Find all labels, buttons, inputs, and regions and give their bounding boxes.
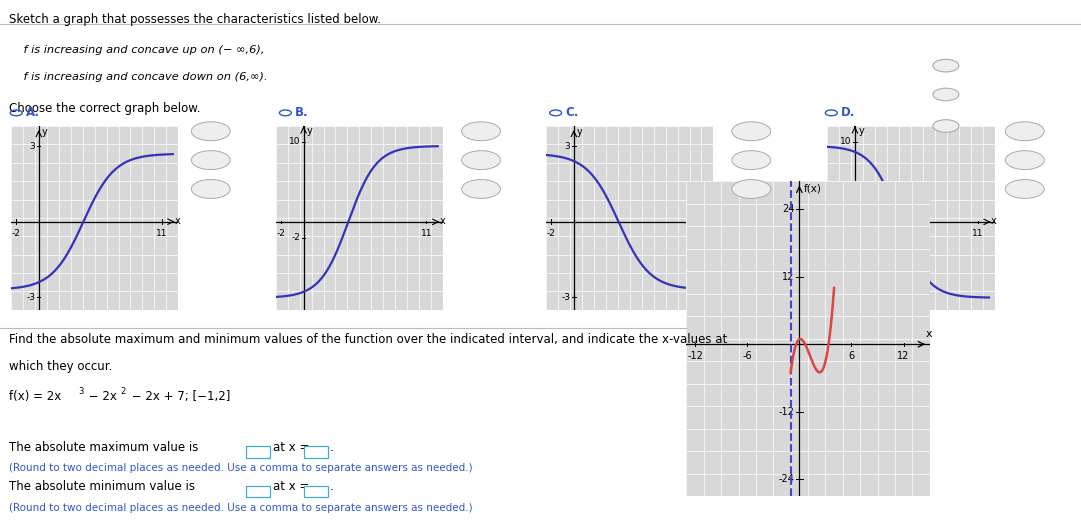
Text: -12: -12 <box>778 407 795 417</box>
Text: f(x) = 2x: f(x) = 2x <box>9 390 61 403</box>
Text: at x =: at x = <box>273 480 310 493</box>
Text: x: x <box>991 216 997 226</box>
Text: y: y <box>858 127 864 136</box>
Text: 3: 3 <box>29 142 36 151</box>
Text: C.: C. <box>565 107 578 119</box>
Text: 11: 11 <box>156 229 168 238</box>
Text: y: y <box>307 127 312 136</box>
Text: 10: 10 <box>840 138 852 146</box>
Text: -2: -2 <box>277 229 285 238</box>
Text: Find the absolute maximum and minimum values of the function over the indicated : Find the absolute maximum and minimum va… <box>9 333 726 346</box>
Text: -12: -12 <box>688 351 703 361</box>
Text: -2: -2 <box>12 229 21 238</box>
Text: (Round to two decimal places as needed. Use a comma to separate answers as neede: (Round to two decimal places as needed. … <box>9 463 472 473</box>
Text: 11: 11 <box>421 229 432 238</box>
Text: f is increasing and concave down on (6,∞).: f is increasing and concave down on (6,∞… <box>9 72 267 82</box>
Text: − 2x: − 2x <box>85 390 117 403</box>
Text: 3: 3 <box>564 142 571 151</box>
Text: − 2x + 7; [−1,2]: − 2x + 7; [−1,2] <box>128 390 230 403</box>
Text: which they occur.: which they occur. <box>9 360 112 373</box>
Text: 2: 2 <box>120 387 125 396</box>
Text: .: . <box>330 480 333 493</box>
Text: y: y <box>577 127 583 137</box>
Text: x: x <box>440 216 445 226</box>
Text: 11: 11 <box>691 229 703 238</box>
Text: -3: -3 <box>561 292 571 302</box>
Text: .: . <box>330 441 333 454</box>
Text: A.: A. <box>26 107 40 119</box>
Text: 11: 11 <box>972 229 984 238</box>
Text: x: x <box>175 216 181 226</box>
Text: D.: D. <box>841 107 855 119</box>
Text: Choose the correct graph below.: Choose the correct graph below. <box>9 102 200 116</box>
Text: The absolute maximum value is: The absolute maximum value is <box>9 441 198 454</box>
Text: f(x): f(x) <box>803 184 822 194</box>
Text: -2: -2 <box>292 233 301 243</box>
Text: B.: B. <box>295 107 309 119</box>
Text: -2: -2 <box>843 233 852 243</box>
Text: y: y <box>42 127 48 137</box>
Text: -6: -6 <box>743 351 752 361</box>
Text: 6: 6 <box>849 351 855 361</box>
Text: -24: -24 <box>778 474 795 484</box>
Text: 10: 10 <box>289 138 301 146</box>
Text: x: x <box>710 216 716 226</box>
Text: Sketch a graph that possesses the characteristics listed below.: Sketch a graph that possesses the charac… <box>9 13 381 26</box>
Text: The absolute minimum value is: The absolute minimum value is <box>9 480 195 493</box>
Text: f is increasing and concave up on (− ∞,6),: f is increasing and concave up on (− ∞,6… <box>9 45 264 55</box>
Text: -2: -2 <box>828 229 837 238</box>
Text: 24: 24 <box>782 204 795 214</box>
Text: 12: 12 <box>782 272 795 282</box>
Text: x: x <box>925 329 932 339</box>
Text: at x =: at x = <box>273 441 310 454</box>
Text: -2: -2 <box>547 229 556 238</box>
Text: (Round to two decimal places as needed. Use a comma to separate answers as neede: (Round to two decimal places as needed. … <box>9 503 472 513</box>
Text: 12: 12 <box>897 351 910 361</box>
Text: 3: 3 <box>78 387 83 396</box>
Text: -3: -3 <box>26 292 36 302</box>
